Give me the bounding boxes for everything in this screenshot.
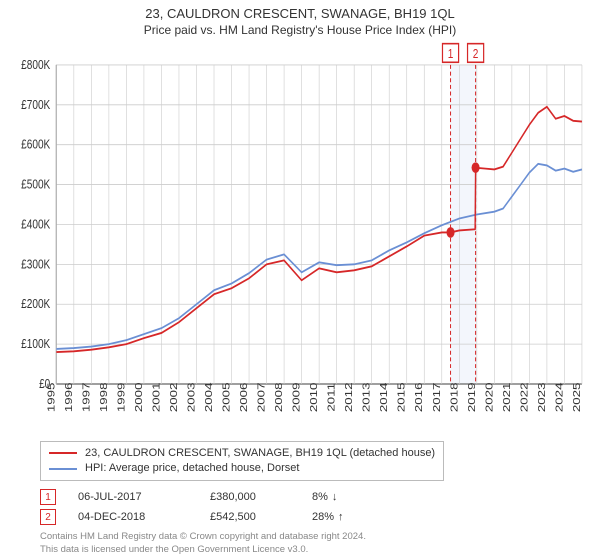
x-tick-label: 2004 xyxy=(203,382,214,412)
legend-swatch-0 xyxy=(49,452,77,454)
x-tick-label: 2025 xyxy=(571,382,582,412)
sale-delta-pct-1: 8% xyxy=(312,491,328,503)
y-tick-label: £300K xyxy=(21,257,50,272)
sale-price-2: £542,500 xyxy=(210,511,290,523)
x-tick-label: 2021 xyxy=(501,383,512,413)
footer-line-2: This data is licensed under the Open Gov… xyxy=(40,544,586,556)
chart-area: £0£100K£200K£300K£400K£500K£600K£700K£80… xyxy=(10,41,590,435)
arrow-down-icon: ↓ xyxy=(332,491,338,503)
legend-row-0: 23, CAULDRON CRESCENT, SWANAGE, BH19 1QL… xyxy=(49,446,435,461)
x-tick-label: 2007 xyxy=(256,383,267,413)
x-tick-label: 1999 xyxy=(116,383,127,413)
x-tick-label: 2006 xyxy=(238,382,249,412)
x-tick-label: 2005 xyxy=(221,382,232,412)
x-tick-label: 2022 xyxy=(519,383,530,413)
footer-line-1: Contains HM Land Registry data © Crown c… xyxy=(40,531,586,543)
chart-svg: £0£100K£200K£300K£400K£500K£600K£700K£80… xyxy=(10,41,590,435)
legend-label-0: 23, CAULDRON CRESCENT, SWANAGE, BH19 1QL… xyxy=(85,446,435,461)
y-tick-label: £600K xyxy=(21,137,50,152)
x-tick-label: 2024 xyxy=(554,382,565,412)
x-tick-label: 2020 xyxy=(484,382,495,412)
title-sub: Price paid vs. HM Land Registry's House … xyxy=(10,23,590,37)
x-tick-label: 2012 xyxy=(344,383,355,413)
sale-marker-2: 2 xyxy=(40,509,56,525)
legend: 23, CAULDRON CRESCENT, SWANAGE, BH19 1QL… xyxy=(40,441,444,482)
sales-row-2: 2 04-DEC-2018 £542,500 28% ↑ xyxy=(40,509,586,525)
sale-marker-num-1: 1 xyxy=(448,47,454,62)
x-tick-label: 1996 xyxy=(63,382,74,412)
page-container: 23, CAULDRON CRESCENT, SWANAGE, BH19 1QL… xyxy=(0,0,600,560)
x-tick-label: 2001 xyxy=(151,383,162,413)
y-tick-label: £100K xyxy=(21,337,50,352)
sale-marker-1: 1 xyxy=(40,489,56,505)
chart-titles: 23, CAULDRON CRESCENT, SWANAGE, BH19 1QL… xyxy=(10,6,590,37)
y-tick-label: £200K xyxy=(21,297,50,312)
sales-row-1: 1 06-JUL-2017 £380,000 8% ↓ xyxy=(40,489,586,505)
y-tick-label: £400K xyxy=(21,217,50,232)
sale-marker-num-2: 2 xyxy=(473,47,479,62)
legend-swatch-1 xyxy=(49,468,77,470)
x-tick-label: 2009 xyxy=(291,383,302,413)
x-tick-label: 1998 xyxy=(98,382,109,412)
x-tick-label: 2011 xyxy=(326,383,337,412)
x-tick-label: 2010 xyxy=(309,382,320,412)
legend-label-1: HPI: Average price, detached house, Dors… xyxy=(85,461,299,476)
x-tick-label: 2000 xyxy=(133,382,144,412)
x-tick-label: 2023 xyxy=(536,382,547,412)
x-tick-label: 2003 xyxy=(186,382,197,412)
x-tick-label: 2019 xyxy=(466,383,477,413)
title-main: 23, CAULDRON CRESCENT, SWANAGE, BH19 1QL xyxy=(10,6,590,21)
sale-delta-2: 28% ↑ xyxy=(312,511,372,523)
x-tick-label: 2017 xyxy=(431,383,442,413)
sale-date-2: 04-DEC-2018 xyxy=(78,511,188,523)
y-tick-label: £500K xyxy=(21,177,50,192)
arrow-up-icon: ↑ xyxy=(338,511,344,523)
x-tick-label: 2014 xyxy=(379,382,390,412)
sales-table: 1 06-JUL-2017 £380,000 8% ↓ 2 04-DEC-2018 £542,… xyxy=(40,489,586,529)
x-tick-label: 2008 xyxy=(274,382,285,412)
x-tick-label: 2018 xyxy=(449,382,460,412)
y-tick-label: £800K xyxy=(21,58,50,73)
sale-delta-pct-2: 28% xyxy=(312,511,334,523)
x-tick-label: 1997 xyxy=(81,383,92,413)
x-tick-label: 2016 xyxy=(414,382,425,412)
sale-date-1: 06-JUL-2017 xyxy=(78,491,188,503)
legend-row-1: HPI: Average price, detached house, Dors… xyxy=(49,461,435,476)
y-tick-label: £700K xyxy=(21,98,50,113)
footer-attribution: Contains HM Land Registry data © Crown c… xyxy=(40,531,586,556)
sale-price-1: £380,000 xyxy=(210,491,290,503)
sale-delta-1: 8% ↓ xyxy=(312,491,372,503)
x-tick-label: 2013 xyxy=(361,382,372,412)
x-tick-label: 1995 xyxy=(46,382,57,412)
x-tick-label: 2015 xyxy=(396,382,407,412)
x-tick-label: 2002 xyxy=(168,383,179,413)
